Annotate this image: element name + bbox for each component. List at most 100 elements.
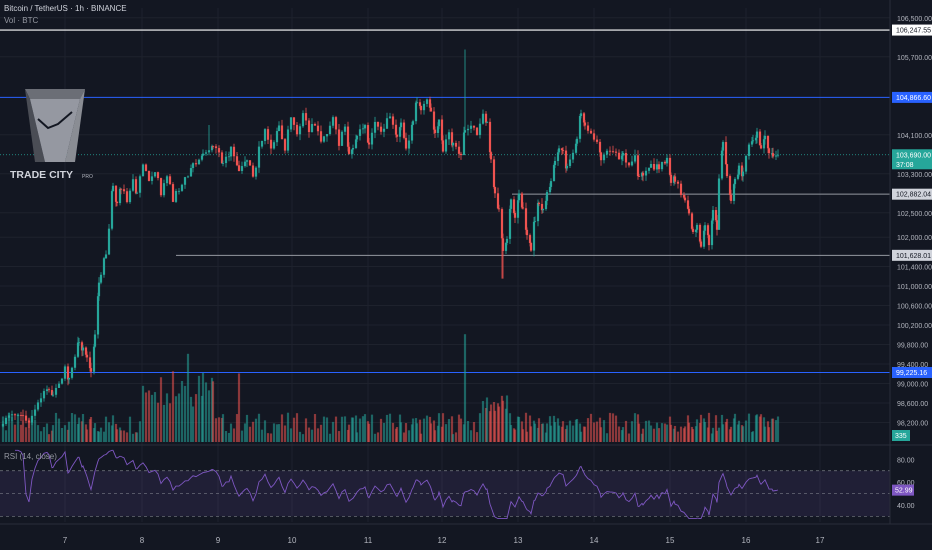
candle-body: [762, 139, 766, 149]
volume-bar: [703, 421, 707, 442]
candle-body: [217, 148, 221, 153]
candle-body: [437, 119, 441, 127]
candle-body: [286, 129, 290, 151]
candle-body: [275, 131, 279, 143]
candle-body: [774, 155, 778, 157]
volume-bar: [168, 403, 172, 442]
volume-bar: [633, 413, 637, 442]
candle-body: [367, 142, 371, 145]
volume-bar: [30, 422, 34, 442]
candle-body: [221, 163, 225, 164]
level-price-label-bg: [892, 91, 932, 103]
candle-body: [715, 220, 719, 230]
volume-bar: [283, 425, 287, 442]
candle-body: [337, 129, 341, 146]
candle-body: [394, 124, 398, 135]
volume-bar: [513, 429, 517, 442]
candle-body: [407, 140, 411, 149]
volume-bar: [240, 430, 244, 442]
candle-body: [614, 151, 618, 153]
volume-bar: [608, 412, 612, 442]
candle-body: [524, 208, 528, 230]
level-price-label: 101,628.01: [896, 253, 931, 260]
candle-body: [422, 103, 426, 111]
volume-bar: [725, 418, 729, 442]
candle-body: [694, 229, 698, 232]
volume-bar: [115, 429, 119, 442]
level-price-label: 103,690.00: [896, 152, 931, 159]
candle-body: [717, 178, 721, 230]
volume-bar: [395, 427, 399, 442]
candle-body: [536, 202, 540, 222]
candle-body: [141, 164, 145, 177]
volume-bar: [201, 372, 205, 442]
candle-body: [586, 125, 590, 131]
candle-body: [1, 423, 5, 427]
volume-bar: [466, 420, 470, 442]
candle-body: [429, 107, 433, 112]
volume-bar: [57, 418, 61, 442]
volume-bar: [627, 433, 631, 442]
volume-bar: [763, 426, 767, 442]
candle-body: [30, 415, 34, 423]
volume-bar: [194, 394, 198, 442]
candle-body: [508, 208, 512, 239]
candle-body: [679, 183, 683, 196]
candle-body: [191, 163, 195, 169]
candle-body: [358, 129, 362, 136]
volume-bar: [691, 429, 695, 442]
candle-body: [578, 116, 582, 139]
candle-body: [243, 161, 247, 167]
candle-body: [721, 142, 725, 151]
candle-body: [750, 141, 754, 145]
volume-bar: [7, 412, 11, 442]
volume-bars: [1, 334, 780, 442]
volume-bar: [411, 418, 415, 442]
volume-bar: [621, 427, 625, 442]
volume-bar: [237, 373, 241, 442]
volume-bar: [131, 433, 135, 442]
x-tick-label: 8: [140, 536, 145, 545]
candle-body: [492, 159, 496, 188]
y-tick-label: 103,300.00: [897, 172, 932, 179]
volume-bar: [367, 423, 371, 442]
candle-body: [54, 387, 58, 395]
volume-bar: [665, 424, 669, 442]
rsi-tick-label: 80.00: [897, 457, 915, 464]
candle-body: [73, 356, 77, 368]
volume-bar: [331, 421, 335, 442]
volume-bar: [10, 416, 14, 442]
candle-body: [732, 184, 736, 201]
candle-body: [568, 159, 572, 166]
volume-bar: [183, 385, 187, 442]
candle-body: [497, 208, 501, 210]
candle-body: [720, 150, 724, 179]
candle-body: [544, 200, 548, 210]
candle-body: [347, 146, 351, 154]
volume-bar: [741, 426, 745, 442]
candle-body: [289, 117, 293, 130]
candle-body: [229, 146, 233, 157]
volume-bar: [70, 412, 74, 442]
candle-body: [441, 140, 445, 152]
candle-body: [60, 378, 64, 384]
candle-body: [211, 146, 215, 147]
volume-bar: [592, 422, 596, 442]
candle-body: [466, 128, 470, 131]
volume-bar: [217, 417, 221, 442]
volume-bar: [561, 421, 565, 442]
volume-bar: [235, 414, 239, 442]
candle-body: [251, 165, 255, 177]
candle-body: [763, 135, 767, 140]
volume-bar: [707, 412, 711, 442]
volume-bar: [1, 416, 5, 442]
volume-bar: [162, 404, 166, 442]
level-price-label-bg: [892, 149, 932, 170]
candle-body: [668, 157, 672, 175]
volume-bar: [254, 418, 258, 442]
candle-body: [436, 126, 440, 133]
candle-body: [706, 225, 710, 236]
candle-body: [201, 153, 205, 156]
candle-body: [214, 146, 218, 149]
